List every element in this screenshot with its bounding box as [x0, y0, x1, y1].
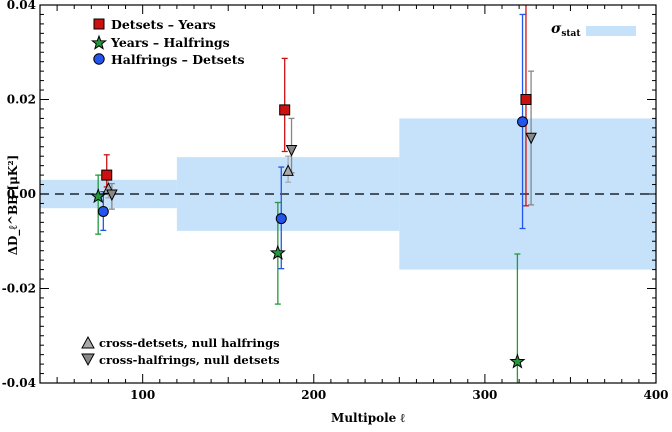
- sigma-stat-symbol: σ: [551, 21, 562, 37]
- point-years-halfrings: [269, 244, 286, 260]
- svg-text:Detsets – Years: Detsets – Years: [111, 17, 216, 32]
- y-tick-label: -0.02: [2, 282, 36, 296]
- sigma-stat-subscript: stat: [561, 29, 581, 39]
- axis-ticks: [40, 4, 657, 384]
- point-halfrings-detsets: [517, 116, 529, 128]
- x-tick-label: 400: [643, 388, 668, 402]
- x-tick-label: 100: [130, 388, 155, 402]
- svg-text:cross-halfrings, null detsets: cross-halfrings, null detsets: [99, 353, 280, 367]
- svg-text:cross-detsets, null halfrings: cross-detsets, null halfrings: [99, 336, 280, 350]
- y-tick-label: -0.04: [2, 376, 36, 390]
- y-tick-label: 0.02: [7, 93, 36, 107]
- y-tick-label: 0.00: [7, 187, 36, 201]
- marker-notes: cross-detsets, null halfrings cross-half…: [81, 335, 280, 367]
- point-cross-halfrings-null-detsets: [285, 145, 298, 157]
- axis-tick-labels: 100 200 300 400 -0.04 -0.02 0.00 0.02 0.04: [2, 0, 669, 402]
- svg-text:σstat: σstat: [551, 21, 581, 39]
- svg-text:Years – Halfrings: Years – Halfrings: [110, 35, 230, 50]
- data-markers: [90, 94, 537, 369]
- point-halfrings-detsets: [97, 205, 109, 217]
- x-tick-label: 300: [472, 388, 497, 402]
- x-axis-label: Multipole ℓ: [331, 411, 405, 425]
- sigma-stat-legend: σstat: [551, 21, 636, 39]
- x-tick-label: 200: [301, 388, 326, 402]
- legend: Detsets – Years Years – Halfrings Halfri…: [90, 17, 245, 67]
- legend-item-detsets-years: Detsets – Years: [93, 17, 216, 32]
- y-axis-label: ΔD_ℓ^BB [μK²]: [6, 155, 21, 256]
- y-tick-label: 0.04: [7, 0, 36, 12]
- note-cross-halfrings: cross-halfrings, null detsets: [81, 353, 280, 367]
- point-detsets-years: [279, 104, 291, 116]
- legend-item-years-halfrings: Years – Halfrings: [90, 34, 230, 50]
- point-cross-halfrings-null-detsets: [106, 189, 118, 202]
- point-cross-halfrings-null-detsets: [525, 132, 537, 145]
- point-years-halfrings: [509, 353, 526, 369]
- legend-item-halfrings-detsets: Halfrings – Detsets: [93, 52, 245, 67]
- svg-text:Halfrings – Detsets: Halfrings – Detsets: [111, 52, 245, 67]
- point-years-halfrings: [90, 187, 107, 204]
- note-cross-detsets: cross-detsets, null halfrings: [81, 335, 280, 350]
- point-detsets-years: [520, 94, 532, 105]
- point-detsets-years: [101, 169, 113, 181]
- point-halfrings-detsets: [275, 213, 287, 225]
- point-cross-detsets-null-halfrings: [282, 164, 294, 176]
- sigma-stat-swatch: [586, 26, 636, 36]
